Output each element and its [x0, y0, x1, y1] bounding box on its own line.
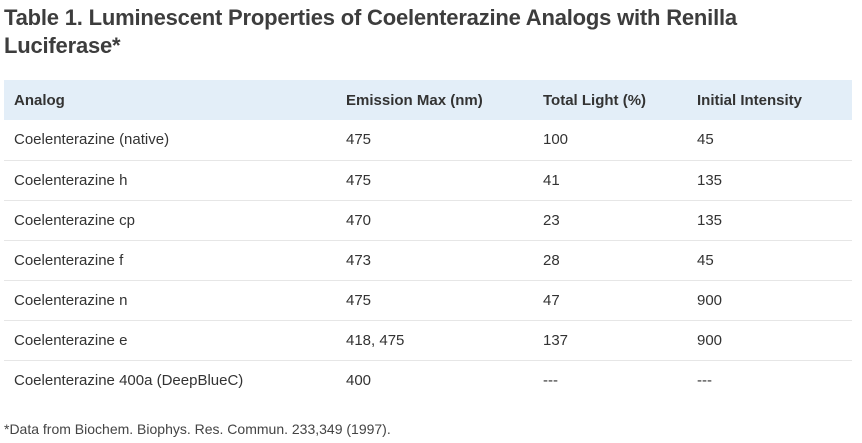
cell-emission-max: 475: [346, 171, 372, 189]
column-header-total-light: Total Light (%): [543, 91, 647, 109]
cell-total-light: 47: [543, 291, 560, 309]
table-row: Coelenterazine f 473 28 45: [4, 240, 852, 280]
cell-analog: Coelenterazine h: [14, 171, 128, 189]
cell-total-light: 23: [543, 211, 560, 229]
column-header-initial-intensity: Initial Intensity: [697, 91, 803, 109]
cell-total-light: 41: [543, 171, 560, 189]
luminescent-properties-table: Analog Emission Max (nm) Total Light (%)…: [4, 80, 852, 400]
cell-initial-intensity: 900: [697, 291, 723, 309]
cell-analog: Coelenterazine (native): [14, 131, 170, 149]
cell-total-light: 137: [543, 331, 569, 349]
cell-total-light: 100: [543, 131, 569, 149]
cell-emission-max: 475: [346, 291, 372, 309]
cell-total-light: ---: [543, 371, 558, 389]
cell-analog: Coelenterazine e: [14, 331, 128, 349]
cell-initial-intensity: ---: [697, 371, 712, 389]
cell-analog: Coelenterazine f: [14, 251, 124, 269]
cell-emission-max: 400: [346, 371, 372, 389]
table-row: Coelenterazine n 475 47 900: [4, 280, 852, 320]
cell-emission-max: 475: [346, 131, 372, 149]
cell-analog: Coelenterazine 400a (DeepBlueC): [14, 371, 244, 389]
column-header-emission-max: Emission Max (nm): [346, 91, 483, 109]
cell-analog: Coelenterazine cp: [14, 211, 135, 229]
table-row: Coelenterazine h 475 41 135: [4, 160, 852, 200]
table-row: Coelenterazine cp 470 23 135: [4, 200, 852, 240]
table-footnote: *Data from Biochem. Biophys. Res. Commun…: [4, 421, 391, 437]
cell-initial-intensity: 135: [697, 211, 723, 229]
table-header-row: Analog Emission Max (nm) Total Light (%)…: [4, 80, 852, 120]
cell-initial-intensity: 45: [697, 251, 714, 269]
cell-emission-max: 470: [346, 211, 372, 229]
cell-emission-max: 418, 475: [346, 331, 405, 349]
table-row: Coelenterazine 400a (DeepBlueC) 400 --- …: [4, 360, 852, 400]
cell-initial-intensity: 900: [697, 331, 723, 349]
cell-emission-max: 473: [346, 251, 372, 269]
cell-initial-intensity: 45: [697, 131, 714, 149]
cell-total-light: 28: [543, 251, 560, 269]
cell-analog: Coelenterazine n: [14, 291, 128, 309]
cell-initial-intensity: 135: [697, 171, 723, 189]
table-row: Coelenterazine (native) 475 100 45: [4, 120, 852, 160]
table-row: Coelenterazine e 418, 475 137 900: [4, 320, 852, 360]
column-header-analog: Analog: [14, 91, 65, 109]
table-title: Table 1. Luminescent Properties of Coele…: [4, 5, 737, 58]
